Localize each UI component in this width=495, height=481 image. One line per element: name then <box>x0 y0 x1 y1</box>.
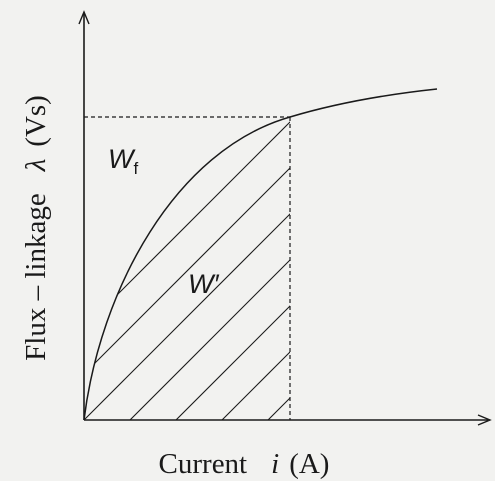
y-axis-label: Flux – linkageλ(Vs) <box>20 95 52 361</box>
x-axis-arrowhead <box>477 414 492 426</box>
field-energy-label: Wf <box>108 144 138 178</box>
y-axis-arrowhead <box>78 10 90 25</box>
magnetization-curve <box>83 88 438 421</box>
x-axis-label: Current i (A) <box>159 448 330 480</box>
coenergy-hatching <box>84 117 290 420</box>
coenergy-label: W′ <box>188 269 219 299</box>
